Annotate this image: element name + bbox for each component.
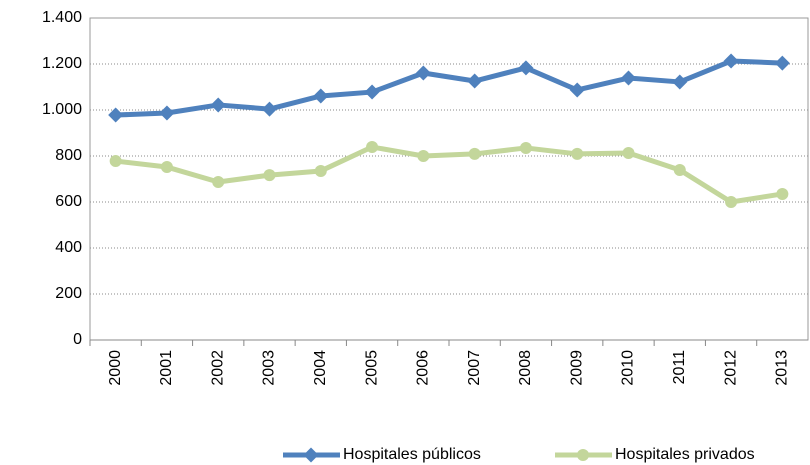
marker: [160, 161, 173, 174]
legend-item: Hospitales públicos: [283, 446, 481, 463]
x-tick-label: 2009: [568, 350, 585, 386]
x-tick-label: 2004: [312, 350, 329, 386]
y-tick-label: 0: [73, 331, 82, 348]
series-line: [115, 58, 783, 118]
marker: [364, 84, 380, 100]
marker: [673, 164, 686, 177]
marker: [159, 105, 175, 121]
marker: [313, 88, 329, 104]
x-tick-label: 2002: [209, 350, 226, 386]
marker: [210, 97, 226, 113]
legend-label: Hospitales privados: [615, 446, 755, 463]
marker: [774, 55, 790, 71]
marker: [621, 70, 636, 86]
legend-label: Hospitales públicos: [343, 446, 481, 463]
marker: [366, 141, 379, 154]
x-tick-label: 2001: [158, 350, 175, 386]
marker: [577, 449, 589, 461]
y-tick-label: 1.400: [42, 9, 82, 26]
x-tick-label: 2000: [107, 350, 124, 386]
marker: [571, 147, 584, 160]
marker: [672, 74, 688, 90]
marker: [415, 65, 431, 81]
marker: [263, 169, 276, 182]
marker: [417, 150, 430, 162]
marker: [262, 101, 277, 117]
marker: [776, 187, 789, 200]
marker: [467, 73, 483, 89]
marker: [519, 141, 532, 154]
x-tick-label: 2007: [466, 350, 483, 386]
y-tick-label: 600: [55, 193, 82, 210]
x-tick-label: 2005: [363, 350, 380, 386]
x-tick-label: 2010: [620, 350, 637, 386]
marker: [314, 164, 327, 177]
marker: [109, 155, 122, 168]
marker: [725, 196, 738, 208]
marker: [108, 107, 124, 123]
legend-item: Hospitales privados: [555, 446, 755, 463]
x-tick-label: 2006: [415, 350, 432, 386]
series-line: [115, 144, 783, 205]
marker: [468, 147, 481, 160]
x-tick-label: 2012: [722, 350, 739, 386]
x-tick-label: 2008: [517, 350, 534, 386]
x-tick-label: 2003: [261, 350, 278, 386]
marker: [569, 82, 585, 98]
plot-area-border: [89, 17, 809, 341]
marker: [622, 147, 635, 160]
x-tick-label: 2011: [671, 350, 688, 385]
y-tick-label: 200: [55, 285, 82, 302]
y-tick-label: 1.000: [42, 101, 82, 118]
y-tick-label: 1.200: [42, 55, 82, 72]
marker: [303, 447, 319, 463]
marker: [212, 175, 225, 188]
marker: [723, 53, 739, 69]
y-tick-label: 800: [55, 147, 82, 164]
y-tick-label: 400: [55, 239, 82, 256]
x-tick-label: 2013: [774, 350, 791, 386]
marker: [518, 60, 534, 76]
